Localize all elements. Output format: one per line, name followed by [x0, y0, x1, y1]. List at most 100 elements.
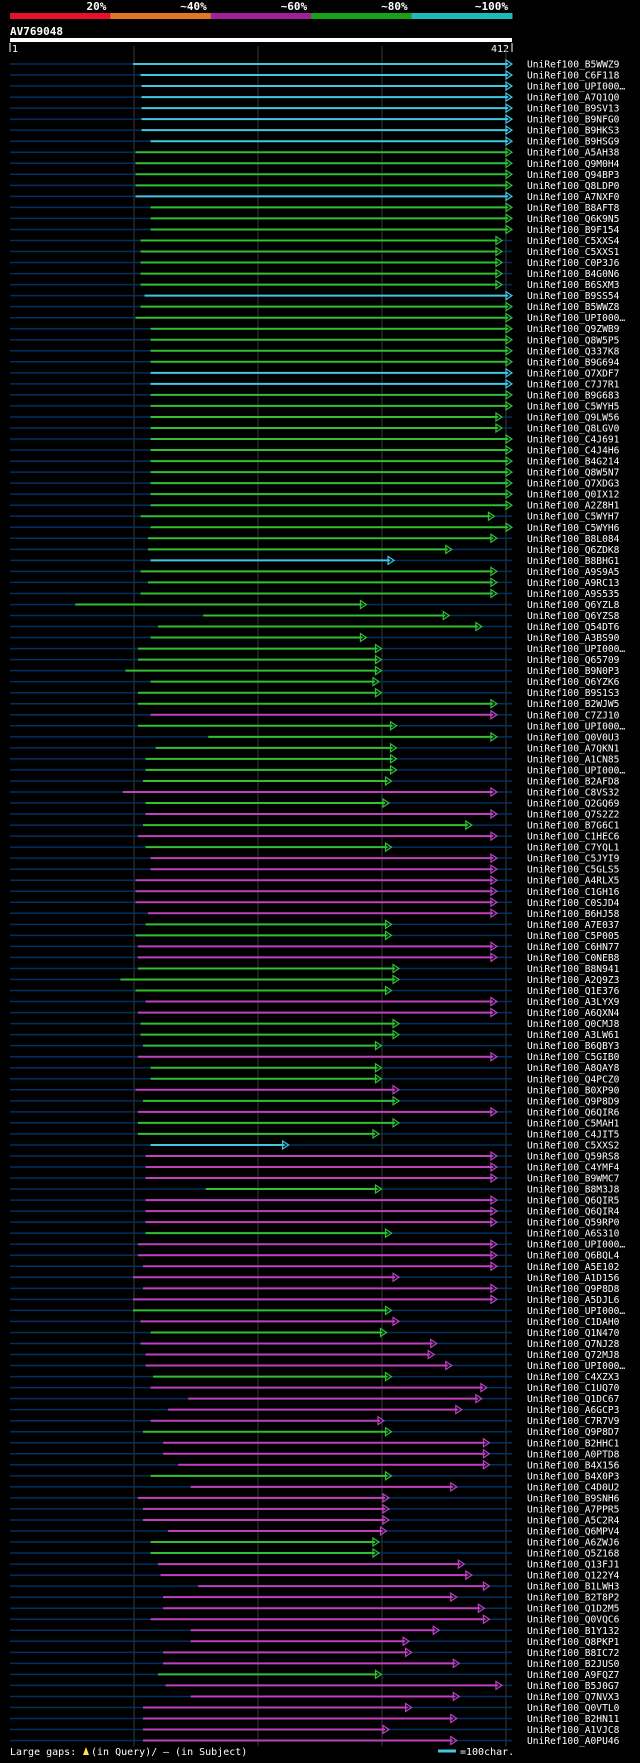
hit-arrowhead — [505, 125, 514, 136]
hit-label: UniRef100_C7J7R1 — [527, 379, 620, 390]
hit-arrowhead — [465, 819, 473, 831]
hit-label: UniRef100_A6GCP3 — [527, 1405, 620, 1416]
hit-arrowhead — [495, 422, 504, 434]
hit-arrowhead — [382, 1503, 391, 1515]
hit-arrowhead — [392, 1029, 401, 1040]
hit-arrowhead — [490, 709, 499, 720]
hit-label: UniRef100_Q5Z168 — [527, 1549, 620, 1560]
hit-arrowhead — [495, 235, 504, 246]
hit-label: UniRef100_C4JIT5 — [527, 1129, 619, 1140]
hit-label: UniRef100_C5WYH6 — [527, 523, 620, 534]
hit-label: UniRef100_B4G0N6 — [527, 269, 620, 280]
hit-arrowhead — [495, 411, 504, 423]
hit-label: UniRef100_C5JYI9 — [527, 854, 620, 865]
hit-arrowhead — [505, 323, 514, 334]
hit-arrowhead — [490, 886, 499, 897]
hit-label: UniRef100_Q6YZK6 — [527, 677, 620, 688]
hit-arrowhead — [490, 1250, 499, 1261]
hit-arrowhead — [374, 654, 383, 665]
hit-arrowhead — [372, 676, 381, 687]
hit-arrowhead — [450, 1481, 458, 1492]
hit-arrowhead — [374, 665, 383, 676]
hit-arrowhead — [490, 1217, 499, 1228]
hit-label: UniRef100_Q9P8D7 — [527, 1427, 620, 1438]
scale-label: ~80% — [381, 0, 408, 13]
hit-arrowhead — [392, 963, 401, 974]
hit-arrowhead — [505, 389, 514, 401]
hit-arrowhead — [384, 919, 393, 930]
hit-arrowhead — [505, 400, 514, 412]
hit-label: UniRef100_Q6ZDK8 — [527, 545, 620, 556]
hit-arrowhead — [389, 753, 398, 765]
hit-label: UniRef100_C0P3J6 — [527, 258, 620, 269]
hit-label: UniRef100_A7PPR5 — [527, 1504, 619, 1515]
hit-label: UniRef100_A7E037 — [527, 920, 620, 931]
hit-label: UniRef100_Q6QIR5 — [527, 1196, 619, 1207]
hit-arrowhead — [377, 1415, 386, 1426]
hit-label: UniRef100_C0SJD4 — [527, 898, 620, 909]
hit-arrowhead — [384, 1426, 393, 1437]
hit-label: UniRef100_A5C2R4 — [527, 1515, 620, 1526]
hit-label: UniRef100_UPI000… — [527, 1361, 625, 1372]
hit-arrowhead — [490, 952, 499, 963]
hit-arrowhead — [455, 1404, 463, 1415]
hit-label: UniRef100_A3LW61 — [527, 1030, 620, 1041]
hit-label: UniRef100_B9NFG0 — [527, 115, 620, 126]
hit-arrowhead — [387, 555, 396, 566]
hit-label: UniRef100_A6QXN4 — [527, 1008, 620, 1019]
hit-arrowhead — [505, 455, 514, 467]
hit-arrowhead — [505, 356, 514, 367]
hit-arrowhead — [482, 1448, 491, 1459]
hit-label: UniRef100_Q6YZS8 — [527, 611, 620, 622]
hit-label: UniRef100_A3LYX9 — [527, 997, 620, 1008]
hit-label: UniRef100_C5XXS1 — [527, 247, 620, 258]
hit-arrowhead — [374, 687, 383, 698]
hit-label: UniRef100_C0NEB8 — [527, 953, 620, 964]
hit-label: UniRef100_UPI000… — [527, 644, 625, 655]
hit-arrowhead — [490, 1239, 499, 1250]
hit-label: UniRef100_B1Y132 — [527, 1626, 619, 1637]
hit-arrowhead — [359, 599, 368, 610]
hit-arrowhead — [490, 1172, 499, 1184]
hit-arrowhead — [389, 720, 398, 731]
hit-arrowhead — [505, 102, 514, 114]
hit-label: UniRef100_A9S535 — [527, 589, 619, 600]
hit-label: UniRef100_Q0V0U3 — [527, 732, 620, 743]
hit-arrowhead — [389, 764, 398, 776]
hit-label: UniRef100_C4XZX3 — [527, 1372, 620, 1383]
hit-label: UniRef100_C8VS32 — [527, 787, 619, 798]
hit-label: UniRef100_A7QKN1 — [527, 743, 620, 754]
hit-arrowhead — [487, 511, 496, 522]
hit-arrowhead — [392, 974, 401, 985]
hit-arrowhead — [495, 257, 504, 268]
query-bar — [10, 38, 512, 42]
hit-arrowhead — [445, 1360, 453, 1371]
hit-label: UniRef100_Q7S2Z2 — [527, 810, 619, 821]
hit-label: UniRef100_B2WJW5 — [527, 699, 619, 710]
hit-label: UniRef100_B9SS54 — [527, 291, 620, 302]
hit-label: UniRef100_C4D0U2 — [527, 1482, 619, 1493]
hit-label: UniRef100_B4X156 — [527, 1460, 620, 1471]
hit-arrowhead — [505, 147, 514, 158]
hit-label: UniRef100_C5XXS4 — [527, 236, 620, 247]
hit-arrowhead — [505, 80, 514, 92]
hit-label: UniRef100_A1CN85 — [527, 754, 619, 765]
hit-arrowhead — [495, 246, 504, 257]
hit-label: UniRef100_B2T8P2 — [527, 1593, 619, 1604]
hit-label: UniRef100_B8L084 — [527, 534, 620, 545]
hit-label: UniRef100_Q7XDF7 — [527, 368, 620, 379]
hit-arrowhead — [505, 334, 514, 345]
scale-segment-5 — [411, 13, 513, 19]
hit-arrowhead — [495, 268, 504, 279]
hit-label: UniRef100_C4J691 — [527, 435, 620, 446]
hit-label: UniRef100_C6HN77 — [527, 942, 620, 953]
hit-label: UniRef100_C6F118 — [527, 71, 620, 82]
hit-arrowhead — [282, 1139, 290, 1151]
hit-arrowhead — [379, 1525, 388, 1537]
hit-arrowhead — [505, 444, 514, 456]
hit-arrowhead — [384, 1305, 393, 1316]
hit-arrowhead — [382, 797, 391, 809]
hit-arrowhead — [452, 1691, 461, 1702]
hit-arrowhead — [490, 875, 499, 886]
hit-arrowhead — [389, 742, 398, 753]
